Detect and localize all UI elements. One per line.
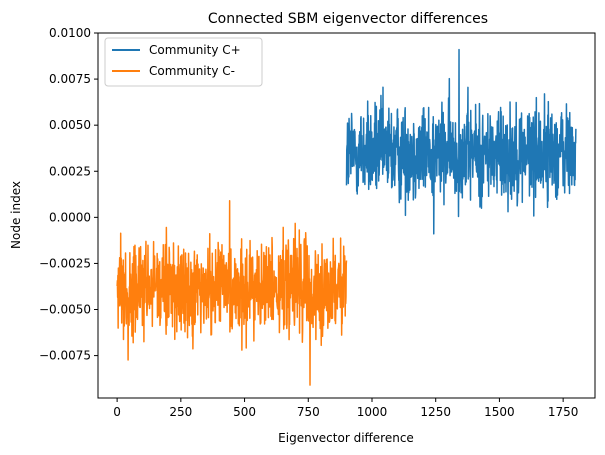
legend-box	[104, 37, 263, 87]
y-tick-label: 0.0000	[49, 210, 91, 224]
plot-frame	[97, 32, 596, 399]
x-tick-label: 1500	[484, 405, 515, 419]
series-line-community-c-minus	[116, 200, 348, 386]
plot-background	[98, 33, 595, 398]
chart-title: Connected SBM eigenvector differences	[208, 11, 488, 27]
x-tick-label: 750	[297, 405, 320, 419]
y-tick-label: 0.0075	[49, 72, 91, 86]
x-tick-label: 1750	[548, 405, 579, 419]
x-tick-label: 1250	[420, 405, 451, 419]
x-axis-label: Eigenvector difference	[278, 431, 414, 445]
y-tick-label: −0.0075	[39, 349, 91, 363]
y-tick-label: −0.0025	[39, 256, 91, 270]
x-tick-label: 500	[233, 405, 256, 419]
series-layer	[116, 48, 577, 386]
x-tick-label: 0	[113, 405, 121, 419]
y-axis-label: Node index	[9, 181, 23, 249]
y-axis: −0.0075 −0.0050 −0.0025 0.0000 0.0025 0.0050 0…	[39, 26, 98, 363]
y-tick-label: 0.0025	[49, 164, 91, 178]
y-tick-label: 0.0100	[49, 26, 91, 40]
legend-label: Community C-	[149, 64, 235, 78]
y-tick-label: −0.0050	[39, 303, 91, 317]
x-tick-label: 1000	[357, 405, 388, 419]
plot-area	[97, 32, 596, 399]
x-axis: 0 250 500 750 1000 1250 1500 1750	[113, 398, 578, 419]
legend-label: Community C+	[149, 43, 241, 57]
x-tick-label: 250	[169, 405, 192, 419]
legend: Community C+ Community C-	[104, 37, 263, 87]
y-tick-label: 0.0050	[49, 118, 91, 132]
series-line-community-c-plus	[345, 48, 577, 235]
